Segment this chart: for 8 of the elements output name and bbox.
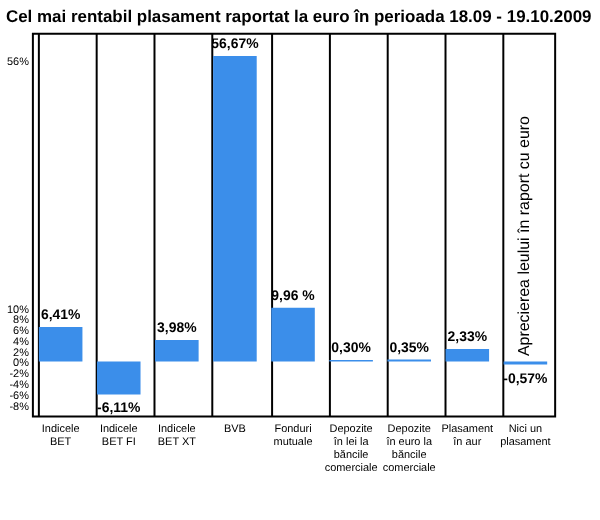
- bar: [445, 348, 490, 362]
- bar: [213, 56, 257, 362]
- bar: [38, 326, 83, 362]
- chart-title: Cel mai rentabil plasament raportat la euro în perioada 18.09 - 19.10.2009: [5, 5, 593, 26]
- annotation: Aprecierea leului în raport cu euro: [515, 114, 534, 357]
- bar: [271, 307, 315, 362]
- bar: [155, 340, 199, 362]
- bar: [96, 361, 141, 395]
